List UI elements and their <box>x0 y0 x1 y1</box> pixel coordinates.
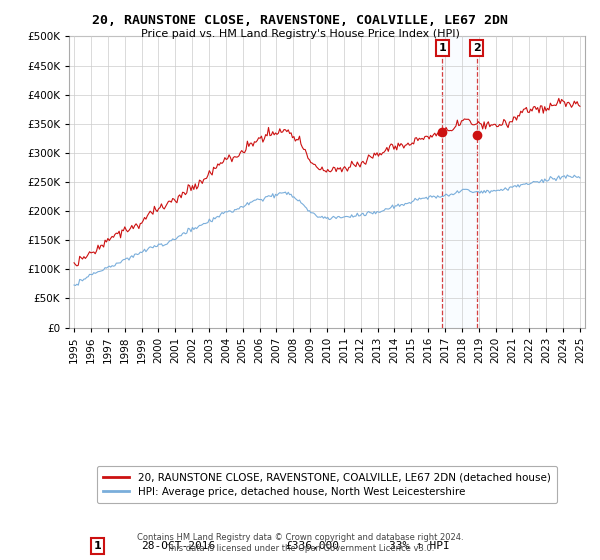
Text: Contains HM Land Registry data © Crown copyright and database right 2024.
This d: Contains HM Land Registry data © Crown c… <box>137 533 463 553</box>
Bar <box>442 36 477 328</box>
Legend: 20, RAUNSTONE CLOSE, RAVENSTONE, COALVILLE, LE67 2DN (detached house), HPI: Aver: 20, RAUNSTONE CLOSE, RAVENSTONE, COALVIL… <box>97 466 557 503</box>
Text: 33% ↑ HPI: 33% ↑ HPI <box>389 541 449 551</box>
Text: Price paid vs. HM Land Registry's House Price Index (HPI): Price paid vs. HM Land Registry's House … <box>140 29 460 39</box>
Text: 20, RAUNSTONE CLOSE, RAVENSTONE, COALVILLE, LE67 2DN: 20, RAUNSTONE CLOSE, RAVENSTONE, COALVIL… <box>92 14 508 27</box>
Text: 1: 1 <box>438 43 446 53</box>
Text: 1: 1 <box>94 541 101 551</box>
Text: 2: 2 <box>473 43 481 53</box>
Text: £336,000: £336,000 <box>286 541 340 551</box>
Text: 28-OCT-2016: 28-OCT-2016 <box>141 541 215 551</box>
